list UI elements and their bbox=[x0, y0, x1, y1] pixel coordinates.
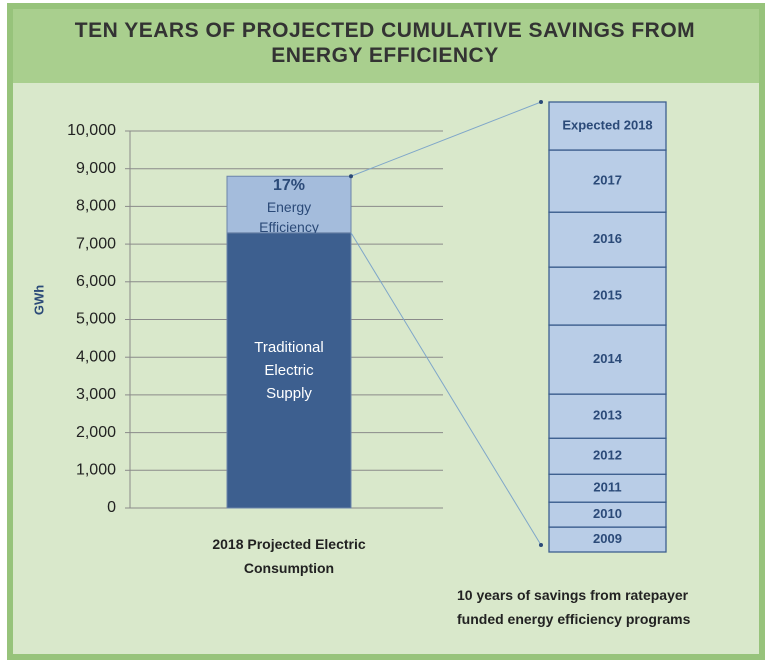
chart-title: TEN YEARS OF PROJECTED CUMULATIVE SAVING… bbox=[74, 19, 696, 67]
connector-dot bbox=[539, 100, 543, 104]
breakout-label: 2016 bbox=[593, 231, 622, 246]
connector-dot bbox=[349, 174, 353, 179]
breakout-note: 10 years of savings from ratepayer funde… bbox=[457, 587, 691, 627]
breakout-label: 2017 bbox=[593, 173, 622, 188]
breakout-label: 2013 bbox=[593, 408, 622, 423]
y-tick-label: 5,000 bbox=[76, 311, 116, 328]
breakout-segment bbox=[548, 266, 667, 326]
bar-segment bbox=[226, 232, 352, 509]
breakout-label: 2014 bbox=[593, 351, 623, 366]
title-banner bbox=[13, 9, 759, 83]
connector bbox=[350, 232, 542, 546]
breakout-label: 2010 bbox=[593, 506, 622, 521]
y-tick-label: 0 bbox=[107, 499, 116, 516]
breakout-segment bbox=[548, 393, 667, 439]
y-tick-label: 4,000 bbox=[76, 348, 116, 365]
breakout-label: 2011 bbox=[593, 480, 621, 495]
share-label: 17% bbox=[272, 177, 306, 195]
breakout-segment bbox=[548, 501, 667, 528]
breakout-segment bbox=[548, 473, 667, 503]
connector bbox=[350, 101, 542, 177]
breakout-label: Expected 2018 bbox=[562, 117, 652, 132]
breakout-label: 2012 bbox=[593, 448, 622, 463]
y-tick-label: 8,000 bbox=[76, 198, 116, 215]
breakout-segment bbox=[548, 526, 667, 553]
y-tick-label: 6,000 bbox=[76, 273, 116, 290]
y-tick-label: 9,000 bbox=[76, 160, 116, 177]
connector-dot bbox=[539, 543, 543, 547]
breakout-segment bbox=[548, 101, 667, 151]
segment-label: Energy Efficiency bbox=[259, 199, 319, 233]
y-tick-label: 10,000 bbox=[67, 122, 116, 139]
breakout-segment bbox=[548, 211, 667, 268]
y-tick-label: 7,000 bbox=[76, 235, 116, 252]
segment-label: Traditional Electric Supply bbox=[254, 339, 324, 403]
bar-segment bbox=[226, 175, 352, 234]
breakout-label: 2009 bbox=[593, 531, 622, 546]
y-tick-label: 3,000 bbox=[76, 386, 116, 403]
y-tick-label: 1,000 bbox=[76, 462, 116, 479]
breakout-segment bbox=[548, 324, 667, 395]
y-axis-label: GWh bbox=[31, 285, 46, 315]
breakout-segment bbox=[548, 437, 667, 475]
breakout-label: 2015 bbox=[593, 288, 622, 303]
y-tick-label: 2,000 bbox=[76, 424, 116, 441]
x-tick-label: 2018 Projected Electric Consumption bbox=[212, 536, 366, 576]
